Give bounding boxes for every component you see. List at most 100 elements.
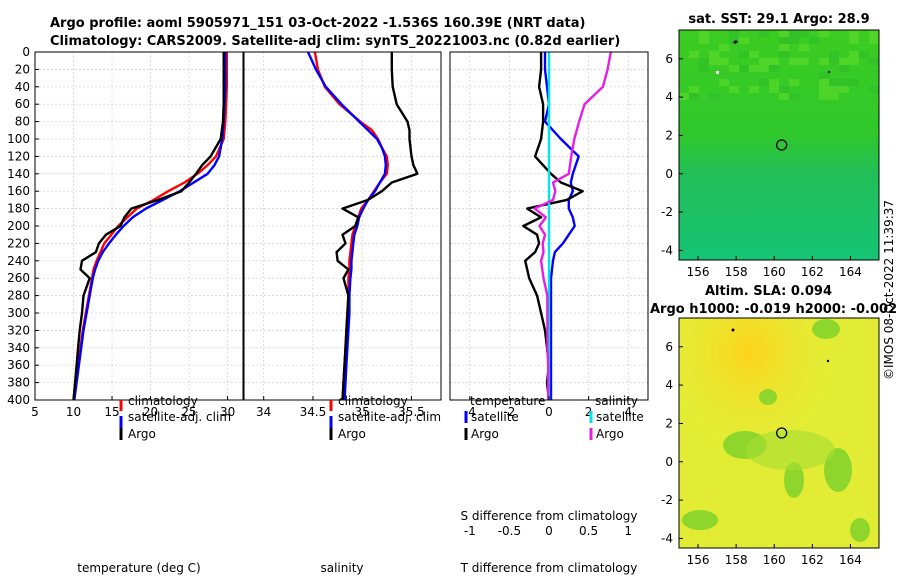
map-x-tick-label: 156	[687, 553, 710, 567]
sst-pixel	[819, 79, 829, 86]
sla-map-panel: Altim. SLA: 0.094 Argo h1000: -0.019 h20…	[650, 284, 897, 567]
sst-pixel	[799, 44, 809, 51]
y-tick-label: 340	[7, 341, 30, 355]
map-y-tick-label: -2	[661, 205, 673, 219]
y-tick-label: 220	[7, 236, 30, 250]
sst-pixel	[789, 37, 799, 44]
legend-s-satellite-label: satellite	[596, 410, 644, 424]
y-tick-label: 60	[15, 97, 30, 111]
y-tick-label: 280	[7, 289, 30, 303]
legend-argo-label: Argo	[128, 427, 156, 441]
x-tick-label: 10	[66, 405, 81, 419]
series-line-temperature-argo	[522, 52, 584, 401]
sst-pixel	[839, 58, 849, 65]
salinity-legend: climatology satellite-adj. clim Argo	[329, 394, 441, 441]
sst-pixel	[759, 79, 769, 86]
x-tick-label: 35	[355, 405, 370, 419]
sst-pixel	[749, 86, 759, 93]
sst-pixel	[749, 65, 759, 72]
y-tick-label: 0	[22, 45, 30, 59]
sst-pixel	[769, 65, 779, 72]
sst-map-frame	[678, 29, 880, 261]
y-tick-label: 40	[15, 80, 30, 94]
island-marker	[731, 328, 735, 332]
sst-pixel	[749, 51, 759, 58]
sst-pixel	[729, 65, 739, 72]
sst-pixel	[769, 79, 779, 86]
sla-map-title-line2: Argo h1000: -0.019 h2000: -0.002	[650, 302, 897, 317]
y-tick-label: 260	[7, 271, 30, 285]
x2-tick-label: 1	[624, 524, 632, 538]
sst-pixel	[829, 86, 839, 93]
sst-pixel	[859, 51, 869, 58]
sst-pixel	[789, 79, 799, 86]
credit-timestamp: ©IMOS 08-Oct-2022 11:39:37	[882, 200, 896, 380]
sst-pixel	[699, 37, 709, 44]
difference-panel: -4 -2 0 2 4 -1 -0.5 0 0.5 1 T difference from cli…	[449, 51, 649, 575]
x-tick-label: 35.5	[398, 405, 425, 419]
x-tick-label: 4	[624, 405, 632, 419]
sst-pixel	[779, 30, 789, 37]
sst-pixel	[869, 58, 879, 65]
y-tick-label: 120	[7, 149, 30, 163]
argo-position-marker	[776, 427, 788, 439]
sst-pixel	[729, 37, 739, 44]
legend-t-satellite-label: satellite	[471, 410, 519, 424]
sst-pixel	[739, 37, 749, 44]
sst-pixel	[779, 93, 789, 100]
sst-pixel	[779, 86, 789, 93]
salinity-plot-frame	[243, 51, 442, 401]
map-y-tick-label: -2	[661, 493, 673, 507]
legend-s-argo-label: Argo	[596, 427, 624, 441]
sst-map-panel: sat. SST: 29.1 Argo: 28.9 156 158 160 162 16…	[661, 12, 880, 279]
difference-legend: temperature satellite Argo salinity sate…	[464, 394, 644, 441]
y-tick-label: 300	[7, 306, 30, 320]
map-x-tick-label: 158	[725, 265, 748, 279]
sst-pixel	[839, 79, 849, 86]
sst-pixel	[839, 65, 849, 72]
y-tick-label: 20	[15, 62, 30, 76]
map-y-tick-label: 0	[665, 455, 673, 469]
x-tick-label: 34.5	[300, 405, 327, 419]
x-tick-label: 15	[104, 405, 119, 419]
sla-low-anomaly	[824, 448, 852, 492]
map-x-tick-label: 164	[839, 553, 862, 567]
y-tick-label: 100	[7, 132, 30, 146]
x-tick-label: 25	[181, 405, 196, 419]
y-tick-label: 80	[15, 115, 30, 129]
sst-pixel	[799, 58, 809, 65]
legend-temperature-heading: temperature	[470, 394, 545, 408]
sst-pixel	[869, 37, 879, 44]
legend-argo-label: Argo	[338, 427, 366, 441]
sst-pixel	[679, 93, 689, 100]
map-x-tick-label: 162	[801, 265, 824, 279]
sst-map-title: sat. SST: 29.1 Argo: 28.9	[688, 12, 869, 27]
map-x-tick-label: 160	[763, 265, 786, 279]
sst-pixel	[849, 37, 859, 44]
legend-satellite-label: satellite-adj. clim	[338, 410, 441, 424]
sst-pixel	[739, 65, 749, 72]
sst-pixel	[739, 51, 749, 58]
sst-pixel	[819, 58, 829, 65]
x-tick-label: 30	[220, 405, 235, 419]
argo-position-marker	[776, 139, 788, 151]
sst-pixel	[709, 93, 719, 100]
x2-tick-label: -1	[464, 524, 476, 538]
series-line-satellite-adj-clim	[306, 51, 387, 401]
sst-pixel	[779, 51, 789, 58]
figure-title-line1: Argo profile: aoml 5905971_151 03-Oct-20…	[50, 16, 585, 31]
sst-pixel	[699, 30, 709, 37]
salinity-panel: 34 34.5 35 35.5 salinity climatology satell…	[243, 51, 442, 575]
sst-pixel	[689, 51, 699, 58]
series-line-temperature-satellite	[543, 52, 580, 400]
sla-low-anomaly	[682, 510, 718, 530]
sst-pixel	[769, 86, 779, 93]
sst-pixel	[789, 58, 799, 65]
series-line-argo	[335, 52, 419, 401]
y-tick-label: 380	[7, 376, 30, 390]
map-x-tick-label: 156	[687, 265, 710, 279]
island-marker	[827, 70, 831, 74]
y-tick-label: 200	[7, 219, 30, 233]
sst-pixel	[719, 58, 729, 65]
x-tick-label: 20	[143, 405, 158, 419]
